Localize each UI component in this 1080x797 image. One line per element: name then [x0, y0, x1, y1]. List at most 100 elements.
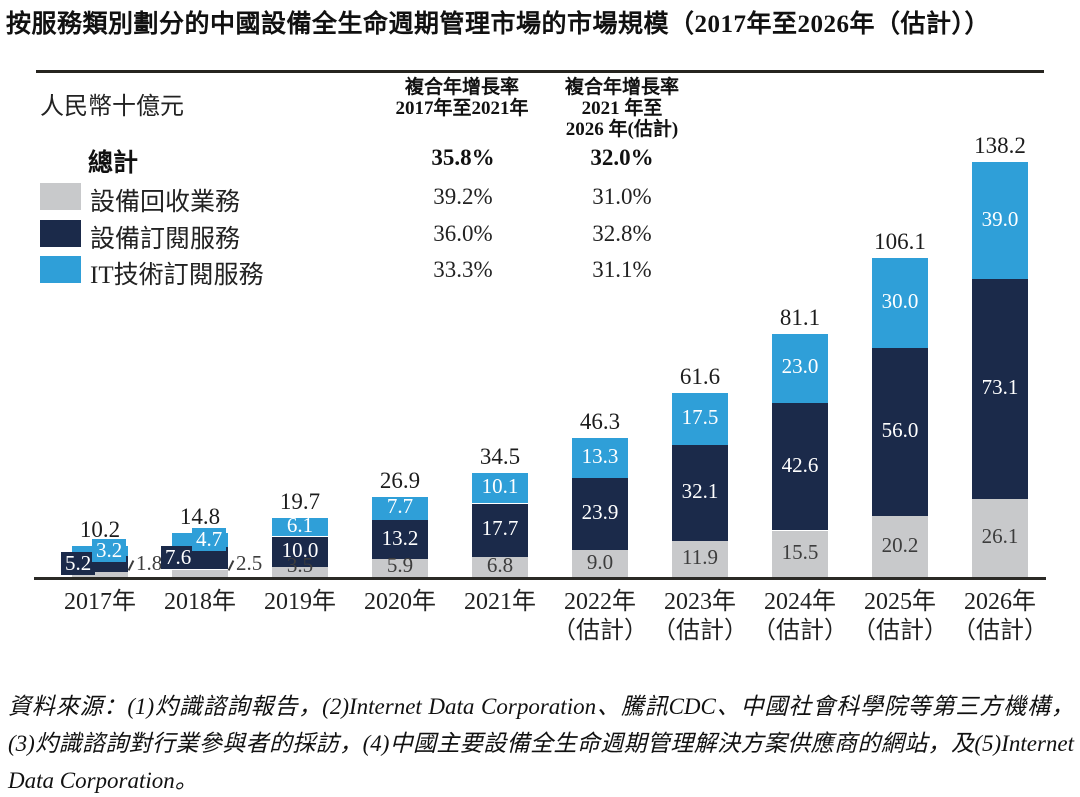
x-axis-label: 2017年 — [30, 588, 170, 617]
x-axis-year: 2017年 — [64, 589, 136, 615]
bar-total-label: 138.2 — [974, 133, 1026, 159]
x-axis-label: 2024年 （估計） — [730, 588, 870, 646]
bar-segment — [672, 445, 728, 542]
cagr-header-line: 2021 年至 — [581, 98, 663, 119]
x-axis-label: 2023年 （估計） — [630, 588, 770, 646]
x-axis-label: 2026年 （估計） — [930, 588, 1070, 646]
legend-row-recycling: 設備回收業務 39.2% 31.0% — [0, 182, 780, 216]
legend-row-subscription: 設備訂閱服務 36.0% 32.8% — [0, 219, 780, 253]
bar-segment-value: 23.0 — [781, 354, 819, 379]
bar-segment-value: 30.0 — [881, 289, 919, 314]
bar-segment-value: 42.6 — [781, 452, 819, 477]
bar-segment — [172, 569, 228, 577]
cagr-value-subscription-1: 36.0% — [433, 221, 493, 246]
x-axis-estimate-note: （估計） — [652, 618, 748, 644]
chart-title: 按服務類別劃分的中國設備全生命週期管理市場的市場規模（2017年至2026年（估… — [6, 11, 991, 38]
bar-segment-value: 10.0 — [281, 537, 319, 562]
bar-segment — [572, 438, 628, 479]
bar-total-label: 26.9 — [379, 467, 421, 493]
bar-segment — [472, 473, 528, 504]
cagr-header-2017-2021: 複合年增長率 2017年至2021年 — [342, 77, 582, 119]
bar-total-label: 19.7 — [279, 489, 321, 515]
cagr-header-line: 2026 年(估計) — [565, 119, 679, 140]
bar-total-label: 61.6 — [679, 363, 721, 389]
bar-segment-value: 13.2 — [381, 525, 419, 550]
x-axis-label: 2021年 — [430, 588, 570, 617]
x-axis-estimate-note: （估計） — [552, 618, 648, 644]
legend-label-subscription: 設備訂閱服務 — [90, 226, 241, 253]
unit-label: 人民幣十億元 — [40, 94, 184, 120]
bar-segment — [272, 536, 328, 567]
bar-segment-value: 17.5 — [681, 404, 719, 429]
legend-label-recycling: 設備回收業務 — [90, 189, 241, 216]
bar-segment-value: 6.1 — [286, 513, 314, 538]
source-note-line: Data Corporation。 — [8, 768, 198, 793]
source-note-line: 資料來源：(1)灼識諮詢報告，(2)Internet Data Corporat… — [8, 694, 1074, 719]
legend-row-total: 總計 35.8% 32.0% — [0, 143, 780, 177]
cagr-header-line: 2017年至2021年 — [395, 98, 529, 119]
x-axis-line — [34, 577, 1046, 580]
bar-segment-value: 73.1 — [981, 375, 1019, 400]
bar-total-label: 81.1 — [779, 304, 821, 330]
bar-segment-value: 5.2 — [61, 551, 96, 575]
bar-segment — [472, 503, 528, 557]
bar-segment-value: 7.6 — [161, 546, 196, 570]
bar-total-label: 46.3 — [579, 409, 621, 435]
bar-segment-value: 6.8 — [486, 552, 514, 577]
cagr-value-recycling-1: 39.2% — [433, 184, 493, 209]
bar-segment-value: 32.1 — [681, 479, 719, 504]
bar-segment — [772, 402, 828, 531]
cagr-value-total-1: 35.8% — [431, 145, 495, 170]
legend-label-total: 總計 — [88, 150, 139, 177]
bar-segment — [672, 541, 728, 577]
bar-segment-value: 2.5 — [236, 551, 263, 575]
cagr-value-it-subscription-1: 33.3% — [433, 257, 493, 282]
bar-segment-value: 15.5 — [781, 539, 819, 564]
bar-segment-value: 7.7 — [386, 494, 414, 519]
bar-segment — [372, 519, 428, 560]
x-axis-estimate-note: （估計） — [852, 618, 948, 644]
bar-segment-value-outside: 2.5 — [227, 551, 263, 575]
bar-segment-value: 10.1 — [481, 474, 519, 499]
x-axis-label: 2019年 — [230, 588, 370, 617]
bar-segment-value: 13.3 — [581, 444, 619, 469]
bar-total-label: 106.1 — [874, 229, 926, 255]
bar-segment — [372, 559, 428, 577]
legend-swatch-it-subscription — [40, 256, 81, 283]
x-axis-year: 2018年 — [164, 589, 236, 615]
legend-swatch-recycling — [40, 183, 81, 210]
x-axis-year: 2019年 — [264, 589, 336, 615]
bar-total-label: 34.5 — [479, 444, 521, 470]
x-axis-label: 2018年 — [130, 588, 270, 617]
x-axis-year: 2024年 — [764, 589, 836, 615]
bar-segment — [972, 498, 1028, 577]
legend-row-it-subscription: IT技術訂閱服務 33.3% 31.1% — [0, 255, 780, 289]
bar-segment — [872, 516, 928, 577]
x-axis-estimate-note: （估計） — [952, 618, 1048, 644]
bar-segment-value: 23.9 — [581, 500, 619, 525]
label-leader — [127, 560, 135, 571]
cagr-header-line: 複合年增長率 — [564, 77, 679, 98]
cagr-value-total-2: 32.0% — [590, 145, 654, 170]
x-axis-year: 2020年 — [364, 589, 436, 615]
x-axis-year: 2021年 — [464, 589, 536, 615]
bar-segment-value: 26.1 — [981, 523, 1019, 548]
legend-swatch-subscription — [40, 220, 81, 247]
cagr-header-2021-2026: 複合年增長率 2021 年至 2026 年(估計) — [502, 77, 742, 140]
bar-segment — [972, 279, 1028, 499]
bar-segment-value: 9.0 — [586, 549, 614, 574]
label-leader — [227, 560, 235, 571]
bar-segment — [472, 556, 528, 577]
x-axis-label: 2025年 （估計） — [830, 588, 970, 646]
bar-segment — [772, 530, 828, 577]
cagr-value-it-subscription-2: 31.1% — [592, 257, 652, 282]
bar-segment — [272, 518, 328, 537]
bar-segment-value: 56.0 — [881, 418, 919, 443]
bar-segment — [872, 258, 928, 349]
bar-segment — [672, 392, 728, 445]
bar-total-label: 14.8 — [179, 503, 221, 529]
bar-segment — [272, 566, 328, 577]
bar-segment-value: 17.7 — [481, 516, 519, 541]
x-axis-label: 2022年 （估計） — [530, 588, 670, 646]
